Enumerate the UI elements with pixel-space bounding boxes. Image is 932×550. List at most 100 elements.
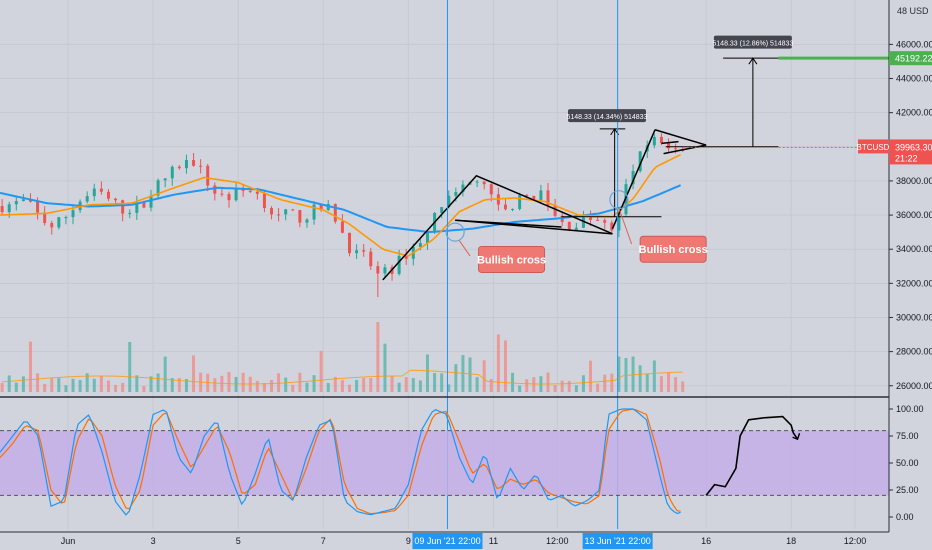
candle-body — [170, 166, 174, 179]
candle-body — [199, 165, 203, 167]
projected-curve-arrowhead — [792, 433, 801, 441]
volume-bar — [404, 377, 408, 392]
candle-body — [447, 195, 451, 208]
candle-body — [305, 219, 309, 223]
time-tick-label: 11 — [489, 536, 498, 546]
candle-body — [85, 196, 89, 202]
volume-bar — [574, 385, 578, 392]
volume-bar — [418, 380, 422, 392]
candle-body — [475, 181, 479, 183]
volume-bar — [376, 322, 380, 392]
candle-body — [7, 204, 11, 213]
candle-body — [440, 207, 444, 213]
candle-body — [0, 206, 4, 213]
volume-bar — [454, 364, 458, 392]
stoch-tick-label: 0.00 — [896, 512, 914, 522]
volume-bar — [532, 377, 536, 392]
candle-body — [326, 204, 330, 211]
volume-bar — [355, 379, 359, 392]
time-tick-label: 3 — [151, 536, 156, 546]
time-tick-label: 16 — [701, 536, 711, 546]
volume-bar — [674, 377, 678, 392]
volume-bar — [496, 334, 500, 392]
time-marker-tag — [412, 533, 483, 549]
candle-body — [638, 151, 642, 172]
volume-ma-line — [2, 369, 683, 385]
measure-label-box — [567, 109, 646, 123]
volume-bar — [192, 355, 196, 392]
candle-body — [674, 148, 678, 150]
current-price-label: 39963.30 — [895, 142, 932, 152]
candle-body — [128, 212, 132, 214]
volume-bar — [589, 360, 593, 392]
candle-body — [255, 191, 259, 194]
stoch-tick-label: 50.00 — [896, 458, 919, 468]
bullish-cross-label: Bullish cross — [639, 244, 708, 256]
cross-highlight-circle — [445, 222, 465, 242]
price-tick-label: 30000.00 — [896, 312, 932, 322]
volume-bar — [390, 376, 394, 392]
volume-bar — [270, 379, 274, 392]
stoch-band-fill — [0, 430, 889, 496]
candle-body — [206, 165, 210, 186]
pennant-line — [654, 129, 707, 155]
candle-body — [163, 178, 167, 181]
volume-bar — [114, 384, 118, 392]
candle-body — [220, 193, 224, 195]
measure-arrowhead — [748, 57, 758, 65]
volume-bar — [546, 372, 550, 392]
time-tick-label: 9 — [406, 536, 411, 546]
volume-bar — [617, 356, 621, 392]
candle-body — [50, 223, 54, 228]
volume-bar — [581, 375, 585, 392]
candle-body — [43, 212, 47, 224]
volume-bar — [21, 376, 25, 392]
volume-bar — [503, 340, 507, 392]
candle-body — [518, 195, 522, 209]
candle-body — [567, 221, 571, 231]
bullish-cross-label-box — [639, 235, 707, 263]
candle-body — [383, 267, 387, 274]
price-tick-label: 42000.00 — [896, 108, 932, 118]
candle-body — [92, 188, 96, 197]
volume-bar — [135, 375, 139, 392]
candle-body — [425, 231, 429, 244]
candle-body — [291, 209, 295, 211]
bullish-cross-label: Bullish cross — [477, 254, 546, 266]
symbol-tag — [858, 139, 888, 154]
price-tick-label: 26000.00 — [896, 381, 932, 391]
time-tick-label: 18 — [786, 536, 796, 546]
stoch-k-line — [0, 408, 681, 516]
volume-bar — [659, 376, 663, 392]
volume-bar — [277, 373, 281, 392]
volume-bar — [652, 360, 656, 392]
volume-bar — [99, 376, 103, 392]
volume-bar — [149, 376, 153, 392]
price-tick-label: 36000.00 — [896, 210, 932, 220]
volume-bar — [71, 378, 75, 392]
volume-bar — [170, 378, 174, 392]
candle-body — [397, 255, 401, 274]
annotation-pointer — [618, 208, 633, 245]
candle-body — [369, 251, 373, 267]
candle-body — [461, 184, 465, 192]
candle-body — [248, 190, 252, 192]
candle-body — [277, 214, 281, 216]
volume-bar — [14, 382, 18, 392]
volume-bar — [156, 373, 160, 392]
candle-body — [404, 255, 408, 259]
volume-bar — [213, 378, 217, 392]
target-price-label: 45192.22 — [895, 54, 932, 64]
volume-bar — [50, 378, 54, 392]
candle-body — [348, 232, 352, 254]
candle-body — [454, 191, 458, 196]
volume-bar — [326, 383, 330, 392]
volume-bar — [383, 343, 387, 392]
volume-bar — [0, 383, 4, 392]
breakout-line — [611, 129, 656, 230]
volume-bar — [319, 350, 323, 392]
candle-body — [659, 136, 663, 144]
volume-bar — [525, 379, 529, 392]
candle-body — [631, 171, 635, 185]
